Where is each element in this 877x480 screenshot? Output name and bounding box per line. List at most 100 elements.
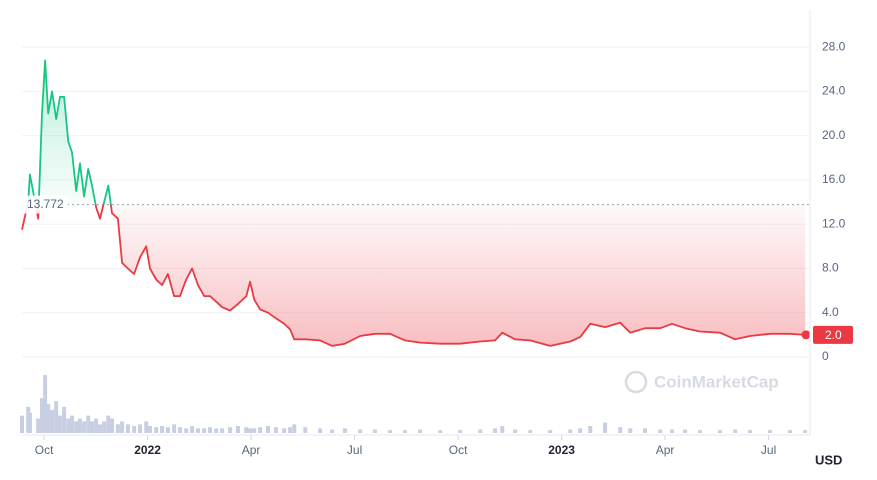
volume-bar [747,430,752,433]
last-price-dot [801,330,811,340]
volume-bar [120,421,125,433]
volume-bar [20,415,24,433]
grid: 0 4.0 8.0 12.0 16.0 20.0 24.0 28.0 Oct 2022 Apr Jul… [22,39,846,457]
volume-bar [77,418,82,433]
volume-bar [57,415,62,433]
volume-bar [767,430,772,433]
volume-bar [258,427,263,433]
volume-bar [669,429,674,433]
volume-bar [50,409,55,433]
volume-bar [160,426,165,433]
volume-bar [697,430,702,433]
volume-bar [40,398,45,433]
y-tick-label: 28.0 [822,39,846,53]
baseline-label: 13.772 [27,197,64,211]
volume-bar [528,430,533,433]
volume-bar [46,404,51,433]
volume-bar [125,424,130,433]
volume-bar [36,418,41,433]
axis-unit: USD [815,452,842,467]
x-tick-label: 2022 [134,443,161,457]
volume-bar [330,429,335,433]
price-line [21,59,806,347]
volume-bar [147,426,152,433]
volume-bar [54,401,59,433]
volume-bar [513,429,518,433]
watermark-logo [624,370,648,394]
volume-bar [292,424,297,433]
y-tick-label: 16.0 [822,172,846,186]
volume-bar [97,424,102,433]
baseline-label-bg [22,195,68,214]
volume-bar [265,426,270,433]
x-tick-label: Apr [242,443,261,457]
volume-bar [106,415,111,433]
volume-bar [733,429,738,433]
volume-bar [658,429,663,433]
watermark-text: CoinMarketCap [654,372,779,391]
volume-bar [578,428,583,433]
volume-bar [438,430,443,433]
volume-bar [588,426,593,433]
volume-bar [603,422,608,433]
y-tick-label: 20.0 [822,128,846,142]
x-tick-label: Apr [656,443,675,457]
volume-bar [248,428,253,433]
volume-bar [493,428,498,433]
y-tick-label: 8.0 [822,261,839,275]
volume-bar [62,406,67,433]
volume-bar [27,412,32,433]
watermark: CoinMarketCap [624,370,779,394]
volume-bar [288,427,293,433]
volume-bar [74,421,79,433]
volume-bar [282,428,287,433]
volume-bar [184,428,189,433]
volume-bar [86,415,91,433]
volume-bar [372,429,377,433]
volume-bar [252,428,257,433]
y-tick-label: 24.0 [822,84,846,98]
volume-bar [43,375,48,433]
volume-pane [20,375,808,433]
last-price-badge [813,325,853,344]
volume-bar [172,424,177,433]
price-area [22,60,806,346]
volume-bar [94,418,99,433]
volume-bar [228,427,233,433]
volume-bar [342,428,347,433]
volume-bar [358,429,363,433]
volume-bar [568,429,573,433]
volume-bar [303,427,308,433]
plot: 13.772 2.0 [21,59,853,347]
volume-bar [132,426,137,433]
last-price-label: 2.0 [825,328,842,342]
x-tick-label: Oct [35,443,54,457]
volume-bar [683,429,688,433]
x-tick-label: Jul [761,443,776,457]
volume-bar [214,428,219,433]
volume-bar [137,424,142,433]
volume-bar [643,428,648,433]
volume-bar [102,421,107,433]
volume-bar [273,427,278,433]
volume-bar [628,428,633,433]
volume-bar [178,427,183,433]
volume-bar [208,427,213,433]
volume-bar [548,430,553,433]
volume-bar [190,426,195,433]
y-tick-label: 4.0 [822,305,839,319]
x-tick-label: Oct [449,443,468,457]
volume-bar [618,427,623,433]
volume-bar [500,426,505,433]
volume-bar [458,430,463,433]
x-tick-label: Jul [347,443,362,457]
y-tick-label: 0 [822,349,829,363]
volume-bar [717,430,722,433]
volume-bar [154,427,159,433]
volume-bar [165,427,170,433]
volume-bar [803,430,808,433]
volume-bar [318,428,323,433]
x-tick-label: 2023 [548,443,575,457]
